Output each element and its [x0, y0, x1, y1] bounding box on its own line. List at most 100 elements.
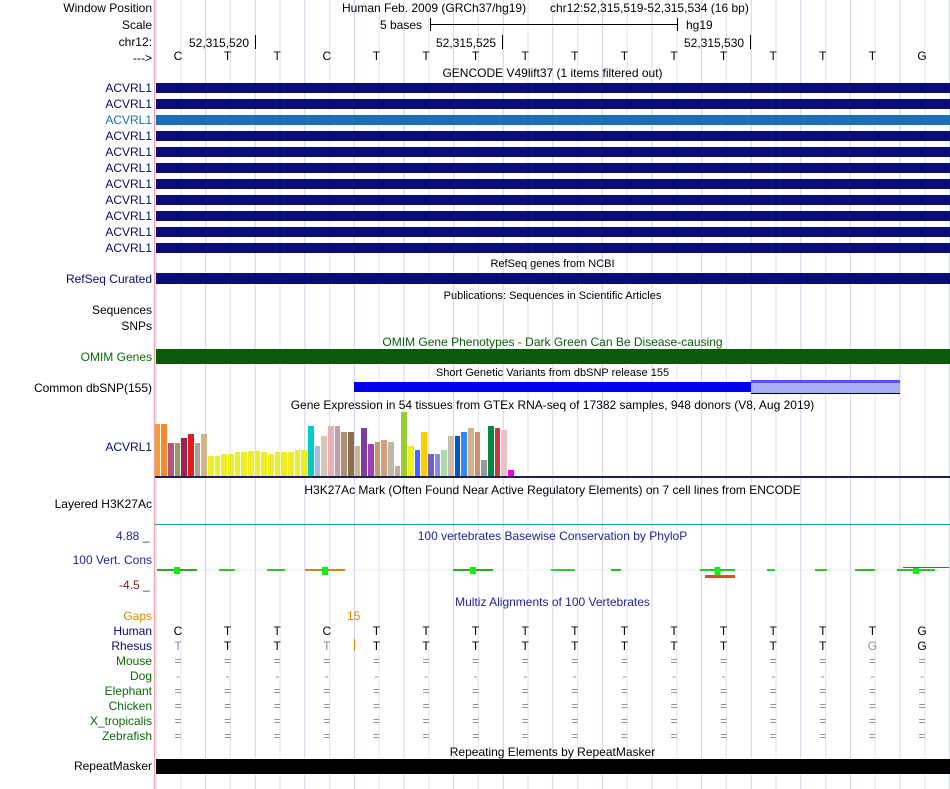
gtex-tissue-bar[interactable] [228, 454, 234, 476]
gtex-label[interactable]: ACVRL1 [105, 440, 152, 454]
gtex-tissue-bar[interactable] [415, 450, 420, 476]
dbsnp-variant-highlight[interactable] [751, 380, 900, 394]
dbsnp-title[interactable]: Short Genetic Variants from dbSNP releas… [435, 367, 670, 379]
gencode-item-label[interactable]: ACVRL1 [105, 193, 152, 207]
repeatmasker-label[interactable]: RepeatMasker [73, 759, 152, 773]
species-label[interactable]: Dog [129, 669, 152, 683]
publications-sequences-label[interactable]: Sequences [91, 303, 152, 317]
gtex-tissue-bar[interactable] [435, 454, 440, 476]
gtex-tissue-bar[interactable] [161, 424, 167, 476]
species-label[interactable]: Human [113, 624, 152, 638]
gencode-gene-bar[interactable] [156, 163, 950, 173]
gtex-tissue-bar[interactable] [448, 436, 454, 476]
gtex-tissue-bar[interactable] [275, 452, 280, 476]
gtex-tissue-bar[interactable] [241, 452, 247, 476]
gtex-tissue-bar[interactable] [208, 456, 214, 476]
gtex-tissue-bar[interactable] [441, 450, 447, 476]
refseq-gene-bar[interactable] [156, 273, 950, 284]
refseq-title[interactable]: RefSeq genes from NCBI [490, 258, 615, 270]
gencode-item-label[interactable]: ACVRL1 [105, 225, 152, 239]
gencode-gene-bar[interactable] [156, 83, 950, 93]
position-text[interactable]: chr12:52,315,519-52,315,534 (16 bp) [550, 1, 749, 15]
h3k27ac-label[interactable]: Layered H3K27Ac [54, 497, 152, 511]
gencode-item-label[interactable]: ACVRL1 [105, 177, 152, 191]
gtex-tissue-bar[interactable] [248, 451, 254, 476]
gtex-tissue-bar[interactable] [341, 432, 347, 476]
gtex-tissue-bar[interactable] [468, 428, 474, 476]
gtex-expression-chart[interactable] [155, 412, 535, 476]
gtex-tissue-bar[interactable] [428, 454, 434, 476]
gtex-tissue-bar[interactable] [375, 442, 380, 476]
gtex-tissue-bar[interactable] [408, 446, 414, 476]
repeatmasker-title[interactable]: Repeating Elements by RepeatMasker [449, 745, 656, 759]
gtex-tissue-bar[interactable] [501, 430, 507, 476]
gtex-title[interactable]: Gene Expression in 54 tissues from GTEx … [290, 398, 815, 412]
gtex-tissue-bar[interactable] [255, 451, 260, 476]
gtex-tissue-bar[interactable] [455, 436, 460, 476]
species-label[interactable]: X_tropicalis [89, 714, 152, 728]
gencode-gene-bar[interactable] [156, 227, 950, 237]
gtex-tissue-bar[interactable] [388, 442, 394, 476]
gtex-tissue-bar[interactable] [281, 452, 287, 476]
gtex-tissue-bar[interactable] [168, 443, 174, 476]
phylop-wiggle[interactable] [155, 560, 950, 584]
gtex-tissue-bar[interactable] [381, 440, 387, 476]
repeatmasker-bar[interactable] [156, 759, 950, 774]
gtex-tissue-bar[interactable] [321, 436, 327, 476]
gtex-tissue-bar[interactable] [481, 460, 487, 476]
gencode-gene-bar[interactable] [156, 243, 950, 253]
gencode-gene-bar[interactable] [156, 115, 950, 125]
gtex-tissue-bar[interactable] [461, 432, 467, 476]
gtex-tissue-bar[interactable] [181, 438, 187, 476]
gencode-item-label[interactable]: ACVRL1 [105, 209, 152, 223]
gtex-tissue-bar[interactable] [288, 452, 294, 476]
gtex-tissue-bar[interactable] [295, 450, 300, 476]
gencode-gene-bar[interactable] [156, 179, 950, 189]
gencode-gene-bar[interactable] [156, 131, 950, 141]
gencode-gene-bar[interactable] [156, 147, 950, 157]
gtex-tissue-bar[interactable] [268, 454, 274, 476]
gtex-tissue-bar[interactable] [215, 456, 220, 476]
gtex-tissue-bar[interactable] [348, 432, 354, 476]
species-label[interactable]: Mouse [115, 654, 152, 668]
gaps-label[interactable]: Gaps [123, 609, 152, 623]
gtex-tissue-bar[interactable] [475, 432, 480, 476]
gtex-tissue-bar[interactable] [395, 466, 400, 476]
species-label[interactable]: Chicken [108, 699, 152, 713]
gtex-tissue-bar[interactable] [328, 426, 334, 476]
gtex-tissue-bar[interactable] [195, 443, 200, 476]
gtex-tissue-bar[interactable] [188, 434, 194, 476]
gencode-item-label[interactable]: ACVRL1 [105, 113, 152, 127]
gtex-tissue-bar[interactable] [301, 450, 307, 476]
gencode-item-label[interactable]: ACVRL1 [105, 241, 152, 255]
gtex-tissue-bar[interactable] [361, 428, 367, 476]
species-label[interactable]: Elephant [104, 684, 152, 698]
gencode-gene-bar[interactable] [156, 195, 950, 205]
gtex-tissue-bar[interactable] [308, 426, 314, 476]
gtex-tissue-bar[interactable] [201, 434, 207, 476]
publications-title[interactable]: Publications: Sequences in Scientific Ar… [443, 290, 662, 302]
gencode-item-label[interactable]: ACVRL1 [105, 161, 152, 175]
dbsnp-label[interactable]: Common dbSNP(155) [33, 381, 152, 395]
phylop-title[interactable]: 100 vertebrates Basewise Conservation by… [417, 529, 688, 543]
gtex-tissue-bar[interactable] [175, 443, 180, 476]
gtex-tissue-bar[interactable] [421, 432, 427, 476]
phylop-label[interactable]: 100 Vert. Cons [72, 553, 152, 567]
omim-title[interactable]: OMIM Gene Phenotypes - Dark Green Can Be… [382, 335, 723, 349]
gtex-tissue-bar[interactable] [235, 452, 240, 476]
gencode-item-label[interactable]: ACVRL1 [105, 81, 152, 95]
gtex-tissue-bar[interactable] [315, 446, 320, 476]
gtex-tissue-bar[interactable] [261, 452, 267, 476]
gtex-tissue-bar[interactable] [401, 412, 407, 476]
dbsnp-variant-bar[interactable] [354, 382, 900, 392]
gtex-tissue-bar[interactable] [488, 426, 494, 476]
gencode-item-label[interactable]: ACVRL1 [105, 129, 152, 143]
h3k27ac-title[interactable]: H3K27Ac Mark (Often Found Near Active Re… [304, 483, 801, 497]
gencode-title[interactable]: GENCODE V49lift37 (1 items filtered out) [442, 66, 663, 80]
refseq-label[interactable]: RefSeq Curated [65, 272, 152, 286]
omim-gene-bar[interactable] [156, 349, 950, 364]
omim-label[interactable]: OMIM Genes [80, 350, 152, 364]
gencode-item-label[interactable]: ACVRL1 [105, 145, 152, 159]
gencode-gene-bar[interactable] [156, 211, 950, 221]
